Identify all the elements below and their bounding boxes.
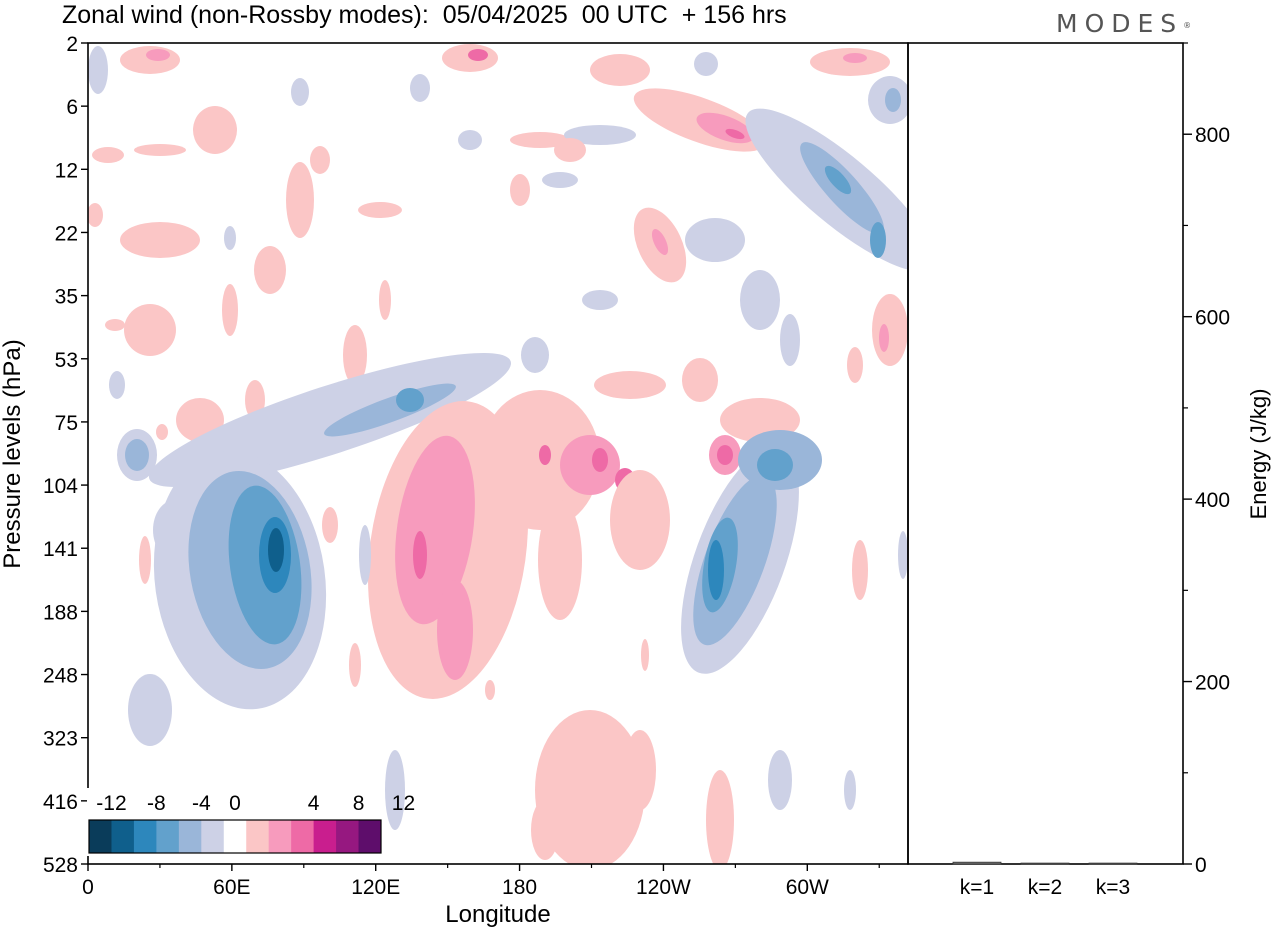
logo-text: MODES bbox=[1056, 9, 1184, 38]
contour-field bbox=[88, 43, 908, 864]
energy-tick-label-200: 200 bbox=[1195, 672, 1230, 695]
x-tick-label-60W: 60W bbox=[786, 876, 829, 899]
y-tick-label-104: 104 bbox=[43, 475, 78, 498]
energy-tick-label-400: 400 bbox=[1195, 489, 1230, 512]
logo-mark: ® bbox=[1183, 21, 1192, 30]
x-tick-label-60E: 60E bbox=[213, 876, 250, 899]
pressure-axis: 2 6 12 22 35 53 75 104 141 188 248 323 416 528 bbox=[43, 33, 88, 877]
y-tick-label-75: 75 bbox=[55, 412, 78, 435]
upper-level-noise bbox=[88, 44, 908, 442]
y-tick-label-22: 22 bbox=[55, 222, 78, 245]
x-tick-label-120W: 120W bbox=[636, 876, 691, 899]
feature-negative-60w-upper bbox=[745, 108, 908, 272]
colorbar-swatch-9 bbox=[291, 820, 315, 853]
modes-logo: MODES® bbox=[1056, 9, 1191, 39]
y-tick-label-141: 141 bbox=[43, 538, 78, 561]
feature-negative-95w bbox=[681, 430, 822, 674]
energy-bar-k=1 bbox=[952, 861, 1002, 865]
colorbar-swatch-11 bbox=[336, 820, 360, 853]
colorbar-swatch-5 bbox=[201, 820, 225, 853]
x-tick-label-120E: 120E bbox=[351, 876, 400, 899]
energy-category-label-k=3: k=3 bbox=[1096, 876, 1130, 899]
colorbar-swatch-2 bbox=[133, 820, 157, 853]
longitude-axis: 0 60E 120E 180 120W 60W bbox=[82, 864, 880, 899]
colorbar-swatch-7 bbox=[246, 820, 270, 853]
colorbar-swatch-10 bbox=[313, 820, 337, 853]
colorbar-frame bbox=[88, 819, 382, 854]
colorbar-label--12: -12 bbox=[96, 792, 126, 815]
colorbar-label-8: 8 bbox=[353, 792, 365, 815]
energy-tick-label-0: 0 bbox=[1195, 854, 1207, 877]
y-tick-label-323: 323 bbox=[43, 728, 78, 751]
colorbar-swatch-3 bbox=[156, 820, 180, 853]
energy-bar-k=2 bbox=[1020, 862, 1070, 865]
colorbar-label--8: -8 bbox=[147, 792, 166, 815]
colorbar-swatch-8 bbox=[268, 820, 292, 853]
colorbar-label--4: -4 bbox=[192, 792, 211, 815]
energy-bar-k=3 bbox=[1088, 862, 1138, 865]
y-tick-label-53: 53 bbox=[55, 349, 78, 372]
y-tick-label-416: 416 bbox=[43, 791, 78, 814]
y-tick-label-528: 528 bbox=[43, 854, 78, 877]
colorbar-swatch-4 bbox=[178, 820, 202, 853]
colorbar: -12 -8 -4 0 4 8 12 bbox=[87, 788, 415, 856]
y-tick-label-35: 35 bbox=[55, 286, 78, 309]
y-tick-label-248: 248 bbox=[43, 665, 78, 688]
energy-tick-label-800: 800 bbox=[1195, 124, 1230, 147]
y-axis-label: Pressure levels (hPa) bbox=[0, 339, 26, 568]
feature-negative-78e bbox=[128, 450, 327, 746]
feature-positive-139e bbox=[367, 390, 670, 699]
y-tick-label-188: 188 bbox=[43, 601, 78, 624]
x-axis-label: Longitude bbox=[445, 901, 550, 928]
feature-positive-lower-levels bbox=[139, 507, 908, 864]
colorbar-swatch-12 bbox=[358, 820, 382, 853]
y-tick-label-6: 6 bbox=[66, 96, 78, 119]
colorbar-swatch-1 bbox=[111, 820, 135, 853]
y-tick-label-2: 2 bbox=[66, 33, 78, 56]
energy-bar-chart: 0 200 400 600 800 k=1 k=2 k=3 bbox=[952, 42, 1230, 899]
colorbar-label-0: 0 bbox=[229, 792, 241, 815]
y-tick-label-12: 12 bbox=[55, 159, 78, 182]
x-tick-label-0: 0 bbox=[82, 876, 94, 899]
energy-axis-label: Energy (J/kg) bbox=[1246, 389, 1271, 520]
colorbar-swatch-6 bbox=[223, 820, 247, 853]
colorbar-label-4: 4 bbox=[308, 792, 320, 815]
x-tick-label-180: 180 bbox=[502, 876, 537, 899]
energy-category-label-k=1: k=1 bbox=[960, 876, 994, 899]
colorbar-label-12: 12 bbox=[392, 792, 415, 815]
figure-title: Zonal wind (non-Rossby modes): 05/04/202… bbox=[62, 1, 787, 29]
energy-tick-label-600: 600 bbox=[1195, 307, 1230, 330]
colorbar-swatch-0 bbox=[89, 820, 112, 853]
energy-plot-frame bbox=[907, 42, 1184, 865]
energy-category-label-k=2: k=2 bbox=[1028, 876, 1062, 899]
